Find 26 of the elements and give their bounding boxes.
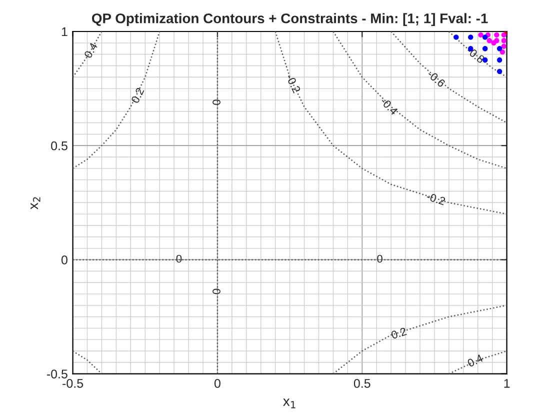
x-tick-label: 0	[214, 378, 220, 388]
x-tick-label: 1	[504, 379, 510, 388]
annotation: 0.2	[390, 327, 407, 340]
line-series	[332, 304, 507, 374]
line-series	[274, 32, 507, 215]
chart-title: QP Optimization Contours + Constraints - Min: [1; 1] Fval: -1	[92, 13, 488, 26]
annotation: 0.2	[130, 87, 144, 104]
line-series	[448, 32, 507, 78]
annotation: -0.2	[426, 192, 446, 206]
annotation: 0.4	[84, 42, 98, 59]
y-tick-label: 1	[62, 27, 68, 36]
annotation: -0.4	[380, 96, 398, 116]
annotation: -0.2	[286, 74, 301, 94]
annotation: 0	[176, 254, 182, 263]
x-tick-label: 0.5	[354, 378, 370, 388]
y-tick-label: 0.5	[51, 141, 68, 150]
x-axis-title: x$_{1}$	[283, 398, 296, 408]
annotation: 0.4	[466, 354, 484, 368]
y-axis-title: x$_{2}$	[30, 197, 40, 210]
y-tick-label: -0.5	[46, 370, 68, 378]
annotation: 0	[377, 254, 382, 263]
y-tick-label: 0	[61, 256, 68, 264]
line-series	[332, 32, 507, 170]
annotation: 0	[212, 100, 220, 105]
line-series	[72, 32, 160, 170]
annotation: -0.6	[426, 70, 446, 88]
